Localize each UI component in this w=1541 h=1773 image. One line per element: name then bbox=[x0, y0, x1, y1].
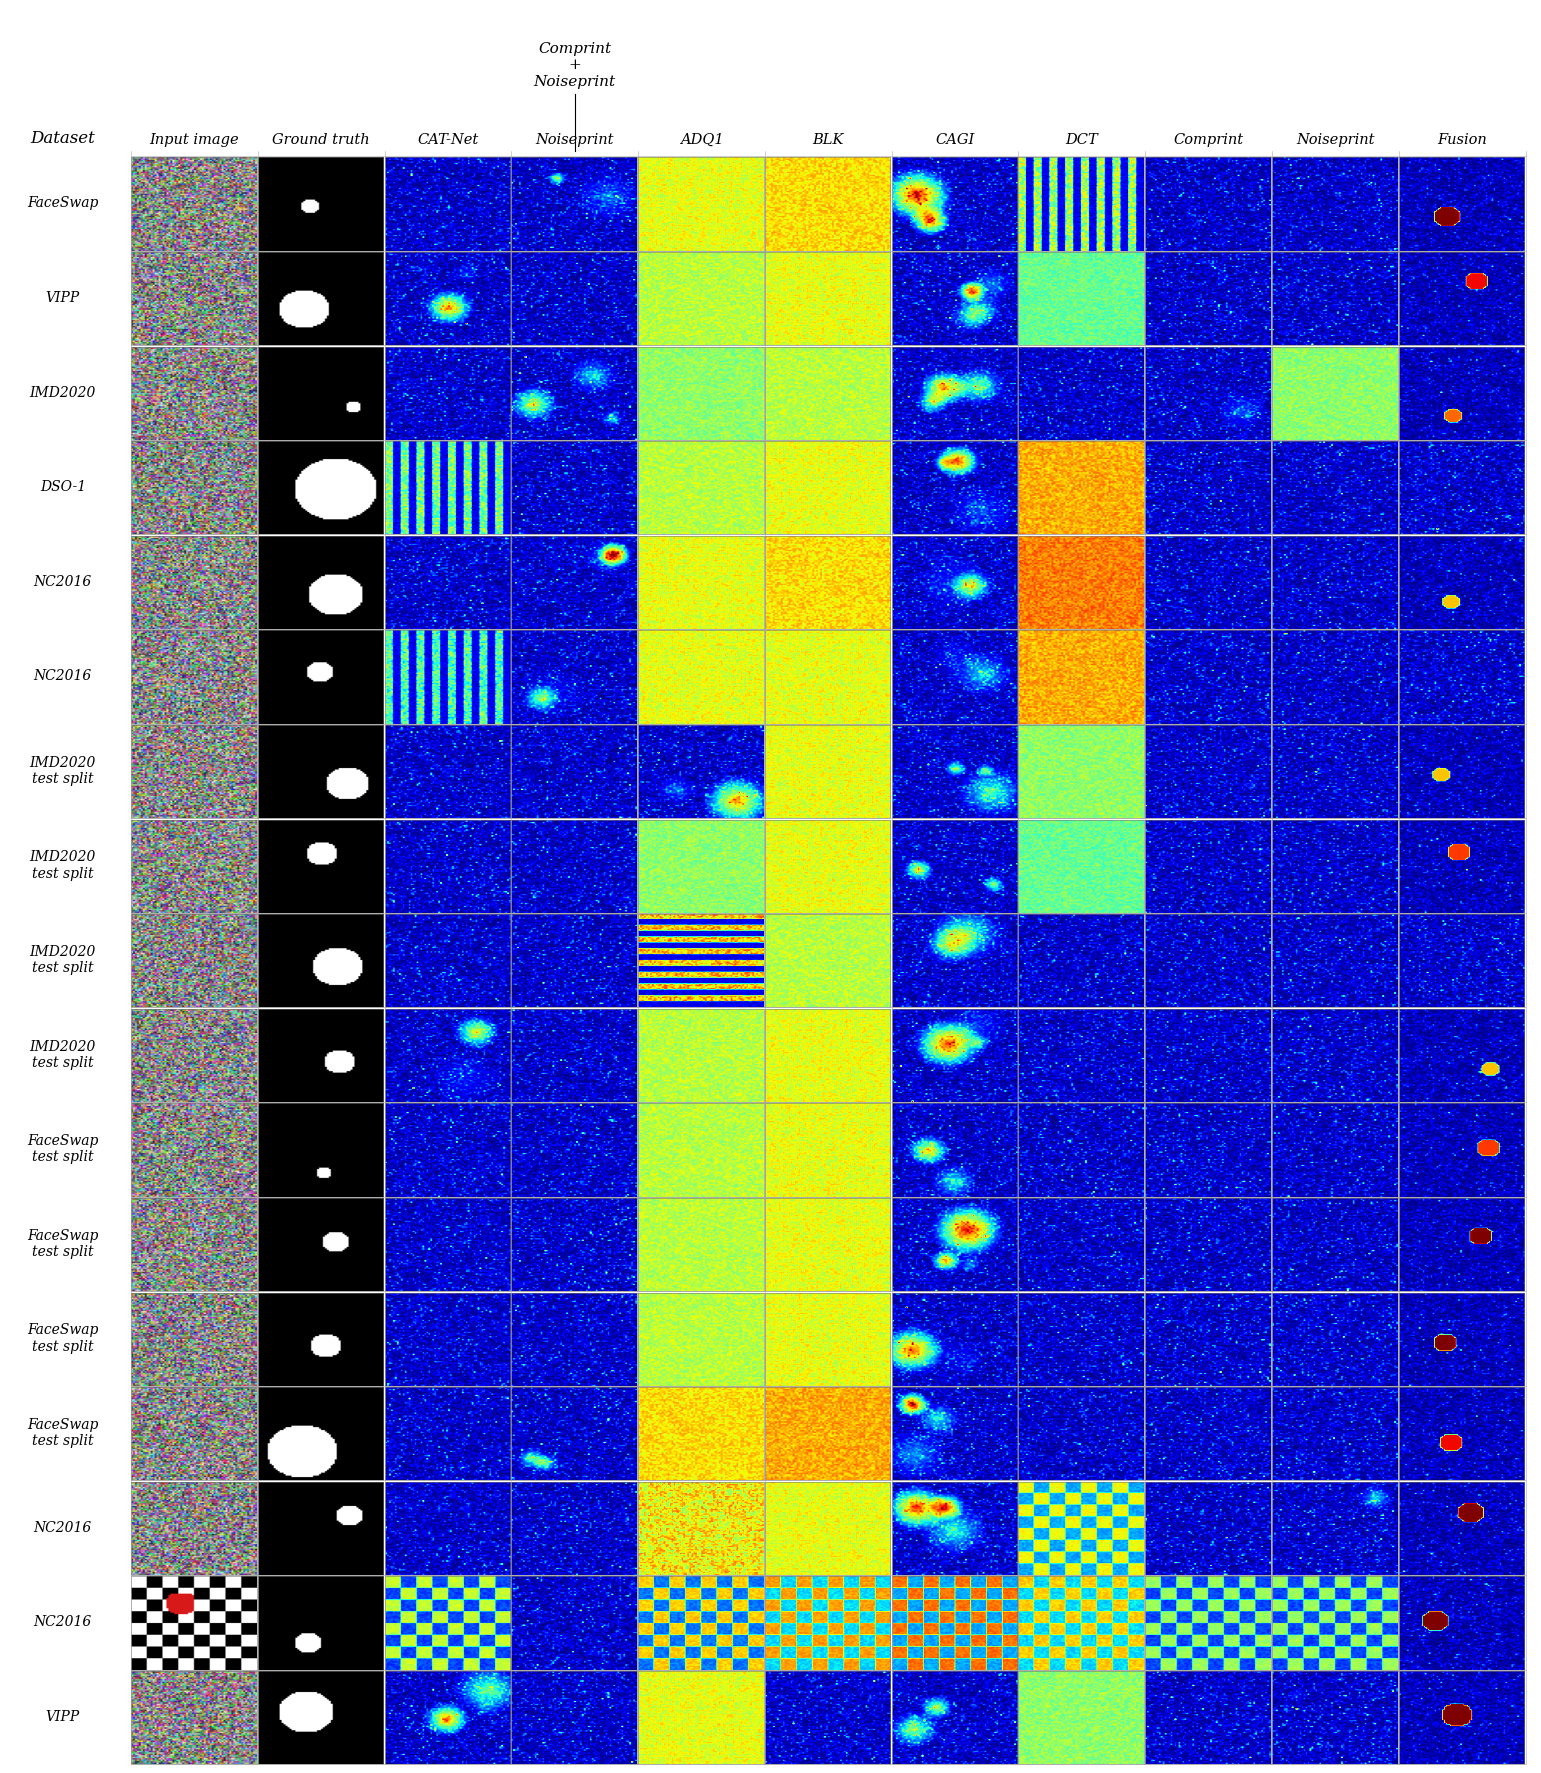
Text: FaceSwap
test split: FaceSwap test split bbox=[28, 1135, 99, 1165]
Text: Noiseprint: Noiseprint bbox=[1296, 133, 1375, 147]
Text: DCT: DCT bbox=[1065, 133, 1099, 147]
Text: FaceSwap: FaceSwap bbox=[28, 197, 99, 211]
Text: CAGI: CAGI bbox=[935, 133, 975, 147]
Text: VIPP: VIPP bbox=[46, 1709, 80, 1723]
Text: FaceSwap
test split: FaceSwap test split bbox=[28, 1418, 99, 1449]
Text: VIPP: VIPP bbox=[46, 291, 80, 305]
Text: NC2016: NC2016 bbox=[34, 668, 92, 683]
Text: IMD2020: IMD2020 bbox=[29, 385, 96, 399]
Text: CAT-Net: CAT-Net bbox=[418, 133, 479, 147]
Text: Ground truth: Ground truth bbox=[273, 133, 370, 147]
Text: FaceSwap
test split: FaceSwap test split bbox=[28, 1323, 99, 1353]
Text: Input image: Input image bbox=[149, 133, 239, 147]
Text: IMD2020
test split: IMD2020 test split bbox=[29, 755, 96, 785]
Text: Comprint
+
Noiseprint: Comprint + Noiseprint bbox=[533, 43, 616, 89]
Text: IMD2020
test split: IMD2020 test split bbox=[29, 851, 96, 881]
Text: NC2016: NC2016 bbox=[34, 1521, 92, 1535]
Text: NC2016: NC2016 bbox=[34, 574, 92, 589]
Text: Fusion: Fusion bbox=[1438, 133, 1487, 147]
Text: DSO-1: DSO-1 bbox=[40, 480, 86, 495]
Text: Noiseprint: Noiseprint bbox=[535, 133, 613, 147]
Text: Comprint: Comprint bbox=[1174, 133, 1244, 147]
Text: BLK: BLK bbox=[812, 133, 844, 147]
Text: FaceSwap
test split: FaceSwap test split bbox=[28, 1229, 99, 1259]
Text: Dataset: Dataset bbox=[31, 129, 96, 147]
Text: IMD2020
test split: IMD2020 test split bbox=[29, 1039, 96, 1069]
Text: ADQ1: ADQ1 bbox=[680, 133, 723, 147]
Text: NC2016: NC2016 bbox=[34, 1615, 92, 1629]
Text: IMD2020
test split: IMD2020 test split bbox=[29, 945, 96, 975]
